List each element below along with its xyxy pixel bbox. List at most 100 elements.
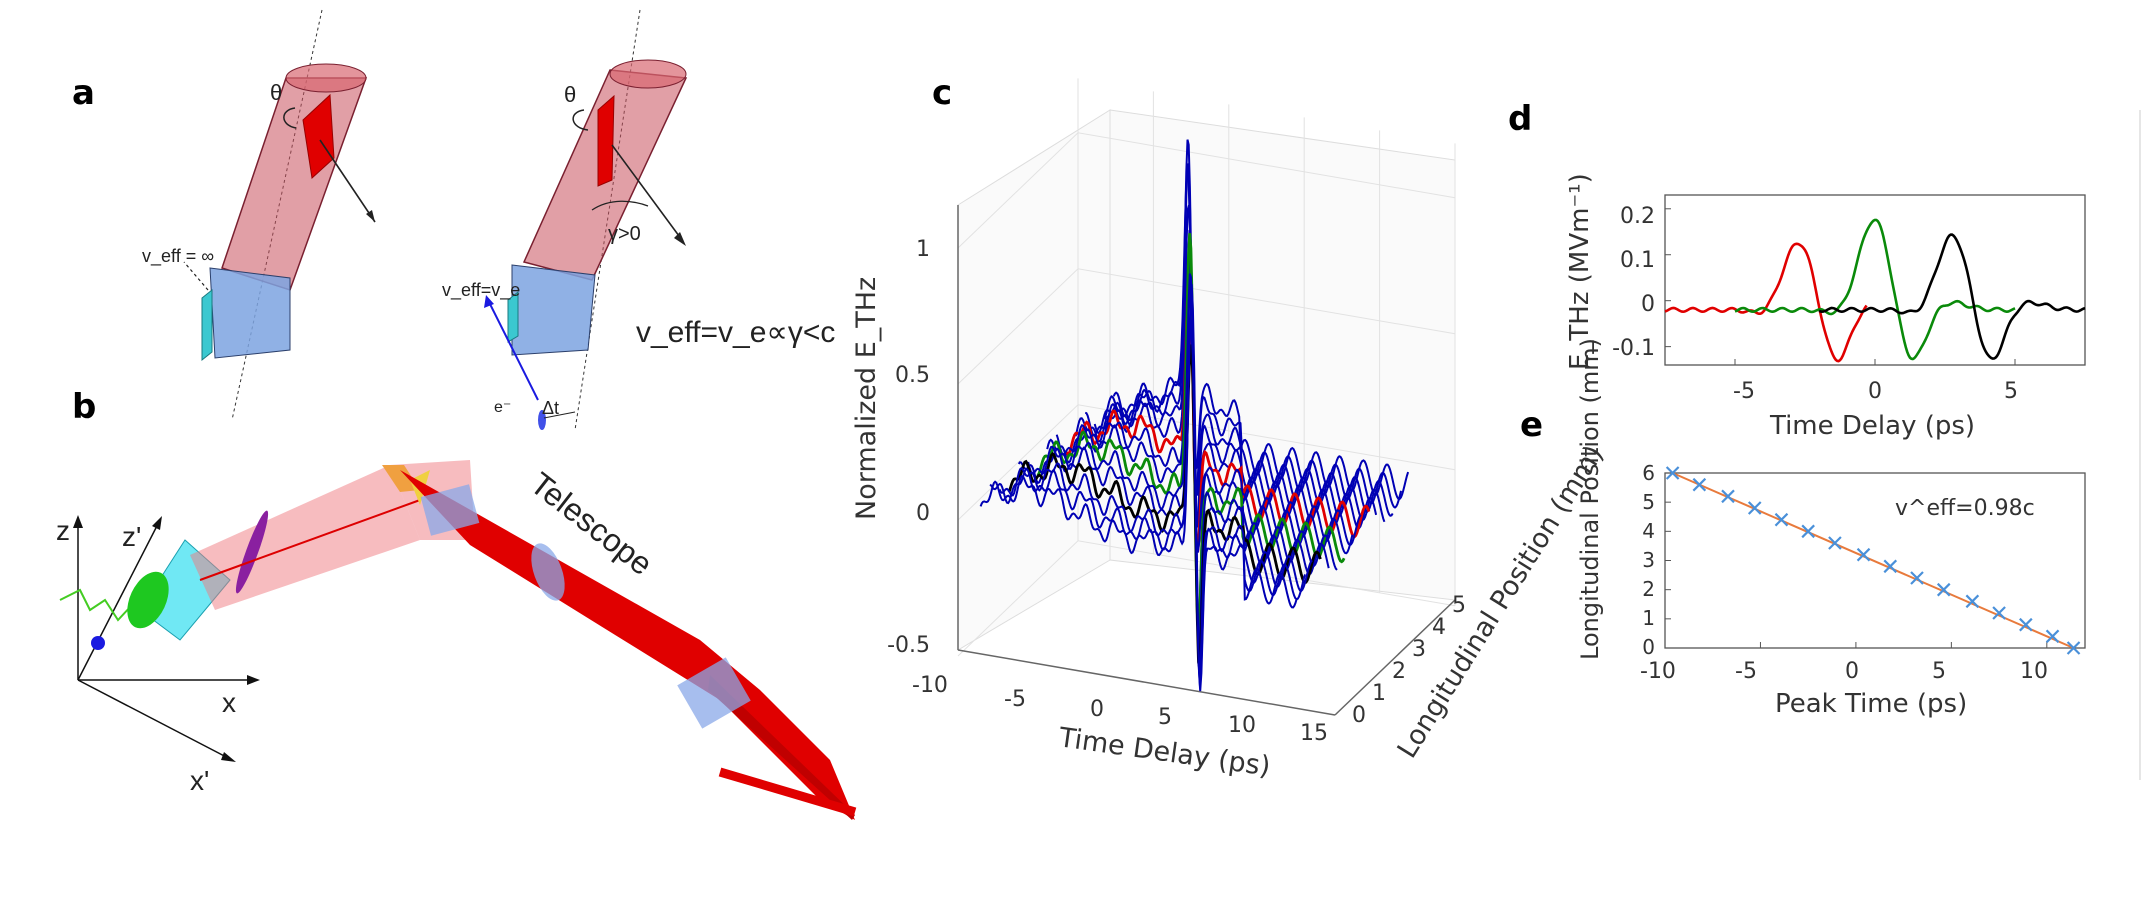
e-point-0 <box>1665 466 1680 480</box>
c-ytick-neg0.5: -0.5 <box>887 633 930 658</box>
lens-2 <box>531 543 565 601</box>
electron-bunch <box>538 410 546 430</box>
d-ticks <box>1665 208 2016 365</box>
axis-zp-arrow <box>152 516 162 530</box>
e-xlabel: Peak Time (ps) <box>1775 689 1967 719</box>
electron-dot <box>91 636 105 650</box>
e-point-7 <box>1856 547 1871 562</box>
panel-label-b: b <box>72 387 96 427</box>
d-xlabel: Time Delay (ps) <box>1769 411 1975 441</box>
e-point-11 <box>1965 594 1980 609</box>
d-ytick-neg0.1: -0.1 <box>1612 336 1655 361</box>
theta-label-left: θ <box>270 80 282 105</box>
panel-label-d: d <box>1508 99 1532 139</box>
e-xtick-10: 10 <box>2020 659 2048 684</box>
box-left-wall <box>957 109 1111 651</box>
theta-label-right: θ <box>564 82 576 107</box>
thz-front-right <box>507 290 519 343</box>
e-ytick-0: 0 <box>1642 635 1655 659</box>
panel-e: 6 5 4 3 2 1 0 -10 -5 0 5 10 Peak Time (p… <box>1576 338 2086 719</box>
e-point-1 <box>1692 477 1707 492</box>
c-ztick-4: 4 <box>1432 615 1446 640</box>
pump-beam-segment-1 <box>190 465 420 610</box>
electron-arrowhead <box>484 295 494 308</box>
d-ylabel: E_THz (MVm⁻¹) <box>1565 173 1595 370</box>
e-ytick-3: 3 <box>1642 548 1655 572</box>
telescope-beam-lower <box>708 675 855 820</box>
axis-x-arrow <box>247 675 260 685</box>
electron-path <box>487 299 539 401</box>
panel-a: θ v_eff = ∞ θ γ>0 v_eff=v_e e⁻ Δt v_eff=… <box>142 9 835 431</box>
d-ytick-0.2: 0.2 <box>1620 204 1655 229</box>
c-curve-blue-10 <box>1074 257 1378 530</box>
e-point-3 <box>1747 501 1762 515</box>
lens-1 <box>420 484 480 536</box>
normal-arrow-right <box>611 144 683 241</box>
axis-xp <box>77 679 233 761</box>
e-xtick-5: 5 <box>1932 659 1946 684</box>
c-curve-blue-11 <box>1085 204 1386 523</box>
c-xtick-neg5: -5 <box>1004 687 1026 712</box>
thz-front-left <box>201 288 213 362</box>
e-point-13 <box>2019 617 2033 632</box>
panel-label-a: a <box>72 73 95 113</box>
mirror-3 <box>677 657 751 729</box>
axis-z-label: z <box>56 515 70 546</box>
d-plot-frame <box>1664 194 2086 366</box>
c-xtick-10: 10 <box>1228 713 1256 738</box>
e-fit-line <box>1672 472 2074 649</box>
axis-xp-label: x' <box>190 765 209 796</box>
c-ztick-2: 2 <box>1392 659 1406 684</box>
gamma-arc <box>591 200 649 211</box>
c-curve-blue-4 <box>1017 318 1330 655</box>
c-ztick-0: 0 <box>1352 703 1366 728</box>
e-ytick-5: 5 <box>1642 490 1655 514</box>
e-points <box>1665 466 2081 655</box>
d-ytick-0: 0 <box>1641 292 1655 317</box>
e-point-4 <box>1774 512 1789 527</box>
c-curve-red <box>1064 270 1371 553</box>
cylinder-top-right <box>609 59 687 89</box>
electron-label: e⁻ <box>494 399 511 416</box>
e-point-12 <box>1992 606 2006 620</box>
c-xtick-5: 5 <box>1158 705 1172 730</box>
e-ytick-6: 6 <box>1642 461 1655 485</box>
e-point-8 <box>1883 559 1898 574</box>
z-axis-line <box>1334 599 1456 716</box>
e-xtick-neg10: -10 <box>1640 659 1676 684</box>
axis-x-label: x <box>222 687 236 718</box>
d-series-black <box>1818 233 2086 360</box>
box-gridlines <box>957 78 1456 657</box>
thz-wave <box>59 588 133 622</box>
axis-zp <box>77 519 161 681</box>
mirror-orange <box>382 465 420 492</box>
d-xtick-0: 0 <box>1868 379 1882 404</box>
c-curve-blue-5 <box>1027 273 1338 651</box>
d-curves <box>1664 218 2086 363</box>
axis-zp-label: z' <box>122 521 141 552</box>
c-xtick-15: 15 <box>1300 721 1328 746</box>
grating <box>235 510 269 594</box>
e-ylabel: Longitudinal Position (mm) <box>1576 338 1604 660</box>
e-point-6 <box>1828 536 1842 550</box>
telescope-beam <box>400 470 855 820</box>
e-ytick-2: 2 <box>1642 577 1655 601</box>
e-point-2 <box>1721 489 1735 504</box>
e-point-9 <box>1910 571 1924 585</box>
panel-d: 0.2 0.1 0 -0.1 -5 0 5 Time Delay (ps) E_… <box>1565 173 2086 441</box>
thz-pulse <box>127 571 169 629</box>
waterfall-curves <box>979 139 1410 692</box>
c-ylabel: Normalized E_THz <box>851 277 882 520</box>
e-ytick-4: 4 <box>1642 519 1655 543</box>
e-point-5 <box>1801 524 1815 539</box>
veff-arrow-left <box>183 261 209 291</box>
d-ytick-0.1: 0.1 <box>1620 248 1655 273</box>
prism-right <box>511 264 596 356</box>
pulse-front-left <box>302 93 335 179</box>
dt-label: Δt <box>542 398 559 418</box>
dt-bracket <box>543 411 576 419</box>
c-curve-blue-0 <box>979 284 1298 692</box>
veff-inf-label: v_eff = ∞ <box>142 246 214 267</box>
e-annotation: v^eff=0.98c <box>1895 496 2035 521</box>
axis-xp-arrow <box>221 752 236 762</box>
